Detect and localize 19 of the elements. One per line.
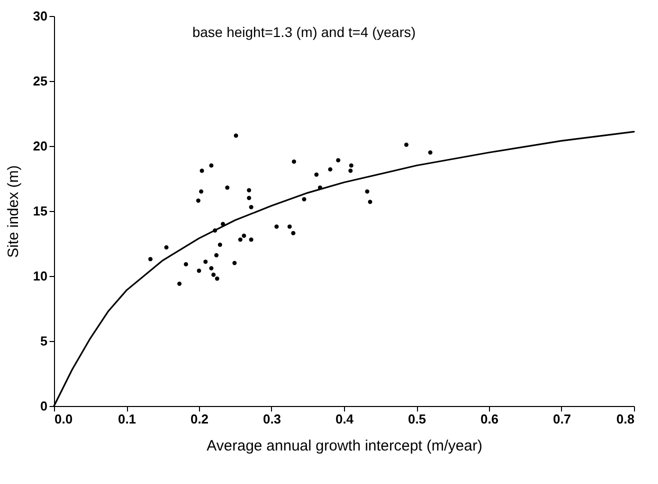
y-tick-label: 20 — [33, 138, 48, 154]
x-tick-label: 0.8 — [616, 412, 634, 426]
y-tick-label: 15 — [33, 204, 48, 218]
y-tick-label: 0 — [40, 398, 48, 414]
x-tick-label: 0.3 — [262, 412, 282, 426]
y-tick-label: 25 — [33, 74, 48, 88]
x-tick-label: 0.7 — [552, 412, 572, 426]
text: base height=1.3 (m) and t=4 (years) — [192, 24, 416, 40]
x-tick-label: 0.4 — [335, 412, 354, 426]
x-tick-label: 0.1 — [118, 412, 136, 426]
x-tick-label: 0.0 — [54, 412, 73, 426]
x-tick-label: 0.2 — [190, 412, 209, 426]
y-tick-label: 5 — [40, 334, 48, 348]
x-tick-label: 0.6 — [480, 412, 499, 426]
y-tick-label: 30 — [33, 8, 48, 24]
y-tick-label: 10 — [33, 268, 48, 284]
y-axis-title: Site index (m) — [5, 165, 22, 258]
x-tick-label: 0.5 — [408, 412, 426, 426]
x-axis-title: Average annual growth intercept (m/year) — [206, 438, 482, 454]
